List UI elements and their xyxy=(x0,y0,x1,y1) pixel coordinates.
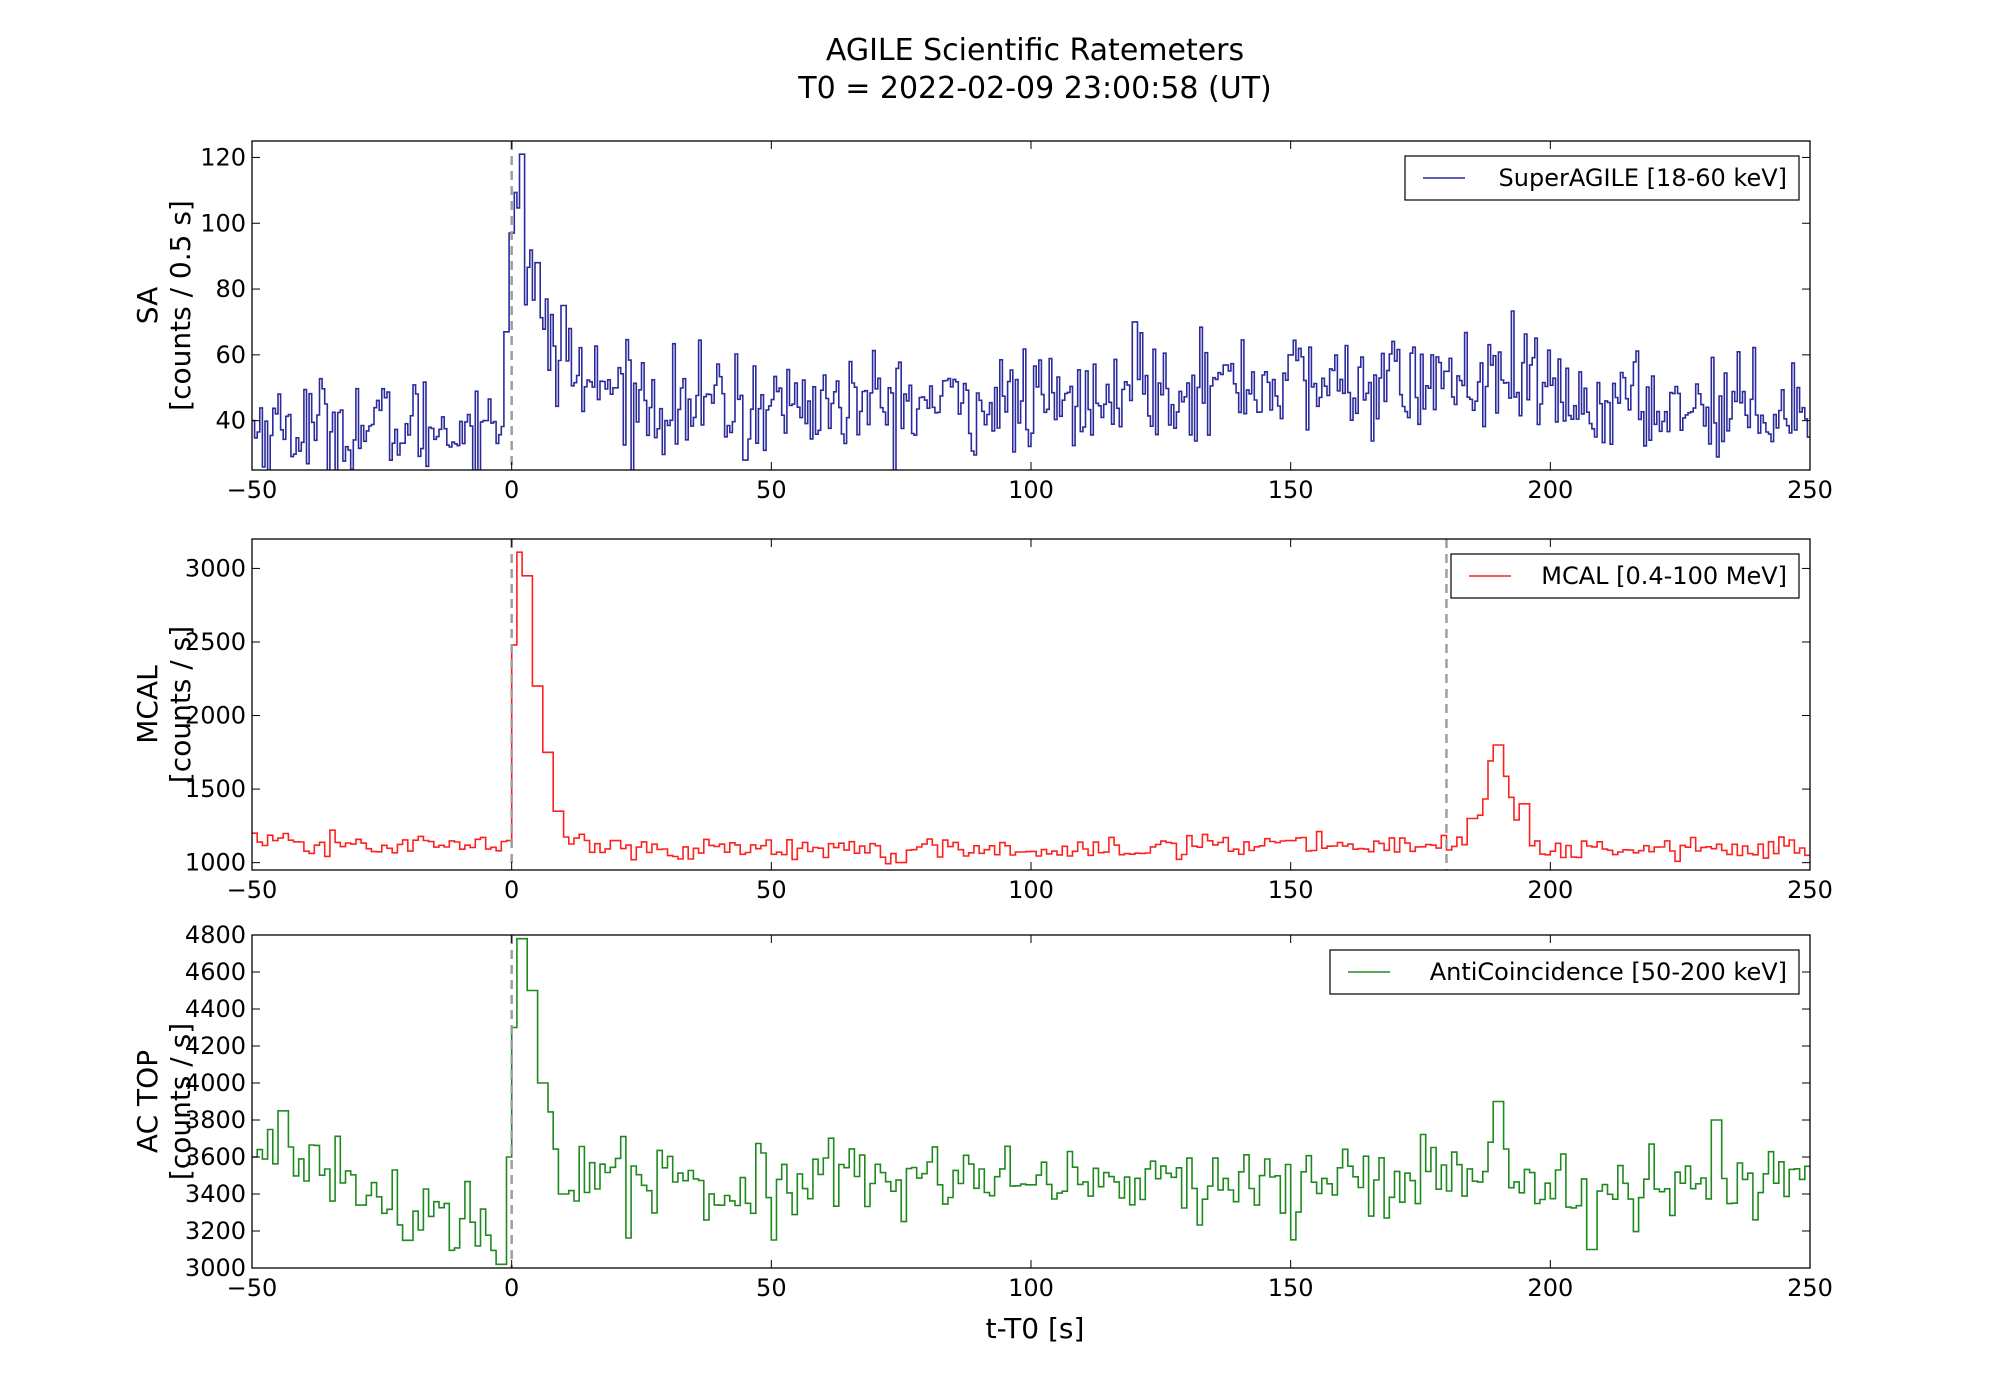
ac-y-tick-label: 4400 xyxy=(185,995,246,1023)
ac-y-tick-label: 4800 xyxy=(185,921,246,949)
ac-y-tick-label: 3000 xyxy=(185,1254,246,1282)
sa-x-tick-label: 50 xyxy=(756,476,787,504)
ac-y-tick-label: 4200 xyxy=(185,1032,246,1060)
sa-x-tick-label: −50 xyxy=(227,476,278,504)
sa-x-tick-label: 0 xyxy=(504,476,519,504)
ac-y-tick-label: 3600 xyxy=(185,1143,246,1171)
x-axis-label: t-T0 [s] xyxy=(986,1312,1085,1345)
sa-series-line xyxy=(252,153,1810,470)
sa-x-tick-label: 100 xyxy=(1008,476,1054,504)
ac-x-tick-label: 200 xyxy=(1527,1274,1573,1302)
mcal-y-tick-label: 3000 xyxy=(185,554,246,582)
panel-ac: −50 0 50 100 150 200 250 3000 3200 3400 3600 3800 40… xyxy=(131,921,1833,1302)
ac-y-label-units: [counts / s] xyxy=(164,1023,197,1180)
mcal-x-tick-label: 50 xyxy=(756,876,787,904)
sa-y-tick-label: 80 xyxy=(215,275,246,303)
sa-x-tick-label: 200 xyxy=(1527,476,1573,504)
ac-x-tick-label: 150 xyxy=(1268,1274,1314,1302)
sa-x-tick-label: 250 xyxy=(1787,476,1833,504)
ac-y-tick-label: 4000 xyxy=(185,1069,246,1097)
ac-series-line xyxy=(252,937,1810,1266)
ac-x-tick-label: −50 xyxy=(227,1274,278,1302)
sa-y-tick-label: 120 xyxy=(200,143,246,171)
mcal-x-tick-label: 150 xyxy=(1268,876,1314,904)
ac-legend-label: AntiCoincidence [50-200 keV] xyxy=(1430,958,1787,986)
mcal-x-tick-label: 200 xyxy=(1527,876,1573,904)
mcal-series-line xyxy=(252,551,1810,865)
sa-y-tick-label: 40 xyxy=(215,407,246,435)
sa-y-label-units: [counts / 0.5 s] xyxy=(164,200,197,411)
sa-legend-label: SuperAGILE [18-60 keV] xyxy=(1499,164,1787,192)
chart-subtitle: T0 = 2022-02-09 23:00:58 (UT) xyxy=(797,71,1271,106)
sa-y-tick-label: 60 xyxy=(215,341,246,369)
ac-y-tick-label: 4600 xyxy=(185,958,246,986)
mcal-x-tick-label: −50 xyxy=(227,876,278,904)
sa-y-tick-label: 100 xyxy=(200,209,246,237)
ac-y-tick-label: 3800 xyxy=(185,1106,246,1134)
mcal-x-tick-label: 100 xyxy=(1008,876,1054,904)
mcal-x-tick-label: 0 xyxy=(504,876,519,904)
ac-legend-box xyxy=(1329,949,1800,995)
ac-x-tick-label: 0 xyxy=(504,1274,519,1302)
sa-legend-box xyxy=(1404,155,1800,201)
mcal-y-tick-label: 2500 xyxy=(185,628,246,656)
sa-y-label: SA xyxy=(131,287,164,324)
ac-x-tick-label: 100 xyxy=(1008,1274,1054,1302)
panel-sa: −50 0 50 100 150 200 250 40 60 80 100 120 SA [counts … xyxy=(131,140,1833,504)
ac-y-tick-label: 3400 xyxy=(185,1180,246,1208)
ac-y-label: AC TOP xyxy=(131,1050,164,1153)
ac-x-tick-label: 250 xyxy=(1787,1274,1833,1302)
mcal-legend-label: MCAL [0.4-100 MeV] xyxy=(1541,562,1787,590)
mcal-x-tick-label: 250 xyxy=(1787,876,1833,904)
mcal-y-tick-label: 1500 xyxy=(185,775,246,803)
panel-mcal: −50 0 50 100 150 200 250 1000 1500 2000 2500 3000 MC… xyxy=(131,538,1833,904)
mcal-y-tick-label: 2000 xyxy=(185,702,246,730)
ac-y-tick-label: 3200 xyxy=(185,1217,246,1245)
chart-title: AGILE Scientific Ratemeters xyxy=(826,33,1244,68)
sa-x-tick-label: 150 xyxy=(1268,476,1314,504)
mcal-y-label-units: [counts / s] xyxy=(164,626,197,783)
mcal-y-tick-label: 1000 xyxy=(185,849,246,877)
mcal-y-label: MCAL xyxy=(131,665,164,744)
ac-x-tick-label: 50 xyxy=(756,1274,787,1302)
